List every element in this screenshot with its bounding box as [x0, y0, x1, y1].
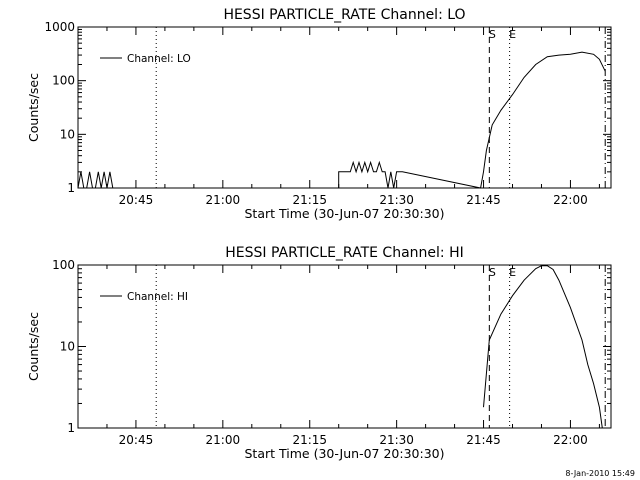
plot-timestamp: 8-Jan-2010 15:49 [565, 469, 635, 478]
x-tick-label: 21:15 [292, 193, 327, 207]
x-tick-label: 20:45 [119, 193, 154, 207]
legend-label: Channel: LO [127, 53, 191, 65]
y-axis-label: Counts/sec [26, 312, 41, 381]
x-tick-label: 21:00 [206, 433, 241, 447]
plot-title: HESSI PARTICLE_RATE Channel: LO [223, 7, 465, 23]
marker-label: S [489, 28, 496, 41]
x-tick-label: 22:00 [553, 433, 588, 447]
y-tick-label: 10 [60, 340, 75, 354]
y-axis-label: Counts/sec [26, 73, 41, 142]
marker-label: E [509, 28, 516, 41]
series-line [483, 265, 603, 429]
x-tick-label: 22:00 [553, 193, 588, 207]
y-tick-label: 1000 [44, 20, 75, 34]
y-tick-label: 100 [52, 74, 75, 88]
marker-label: S [489, 266, 496, 279]
x-tick-label: 21:45 [466, 193, 501, 207]
legend-label: Channel: HI [127, 291, 188, 303]
x-tick-label: 21:30 [379, 433, 414, 447]
x-axis-label: Start Time (30-Jun-07 20:30:30) [245, 206, 445, 221]
y-tick-label: 10 [60, 127, 75, 141]
y-tick-label: 1 [67, 181, 75, 195]
plot-frame [77, 26, 612, 189]
x-tick-label: 20:45 [119, 433, 154, 447]
x-tick-label: 21:30 [379, 193, 414, 207]
x-axis-label: Start Time (30-Jun-07 20:30:30) [245, 446, 445, 461]
plot-frame [77, 264, 612, 429]
marker-label: E [509, 266, 516, 279]
x-tick-label: 21:15 [292, 433, 327, 447]
x-tick-label: 21:00 [206, 193, 241, 207]
y-tick-label: 100 [52, 258, 75, 272]
y-tick-label: 1 [67, 421, 75, 435]
x-tick-label: 21:45 [466, 433, 501, 447]
series-line [77, 51, 606, 189]
plot-title: HESSI PARTICLE_RATE Channel: HI [225, 245, 463, 261]
